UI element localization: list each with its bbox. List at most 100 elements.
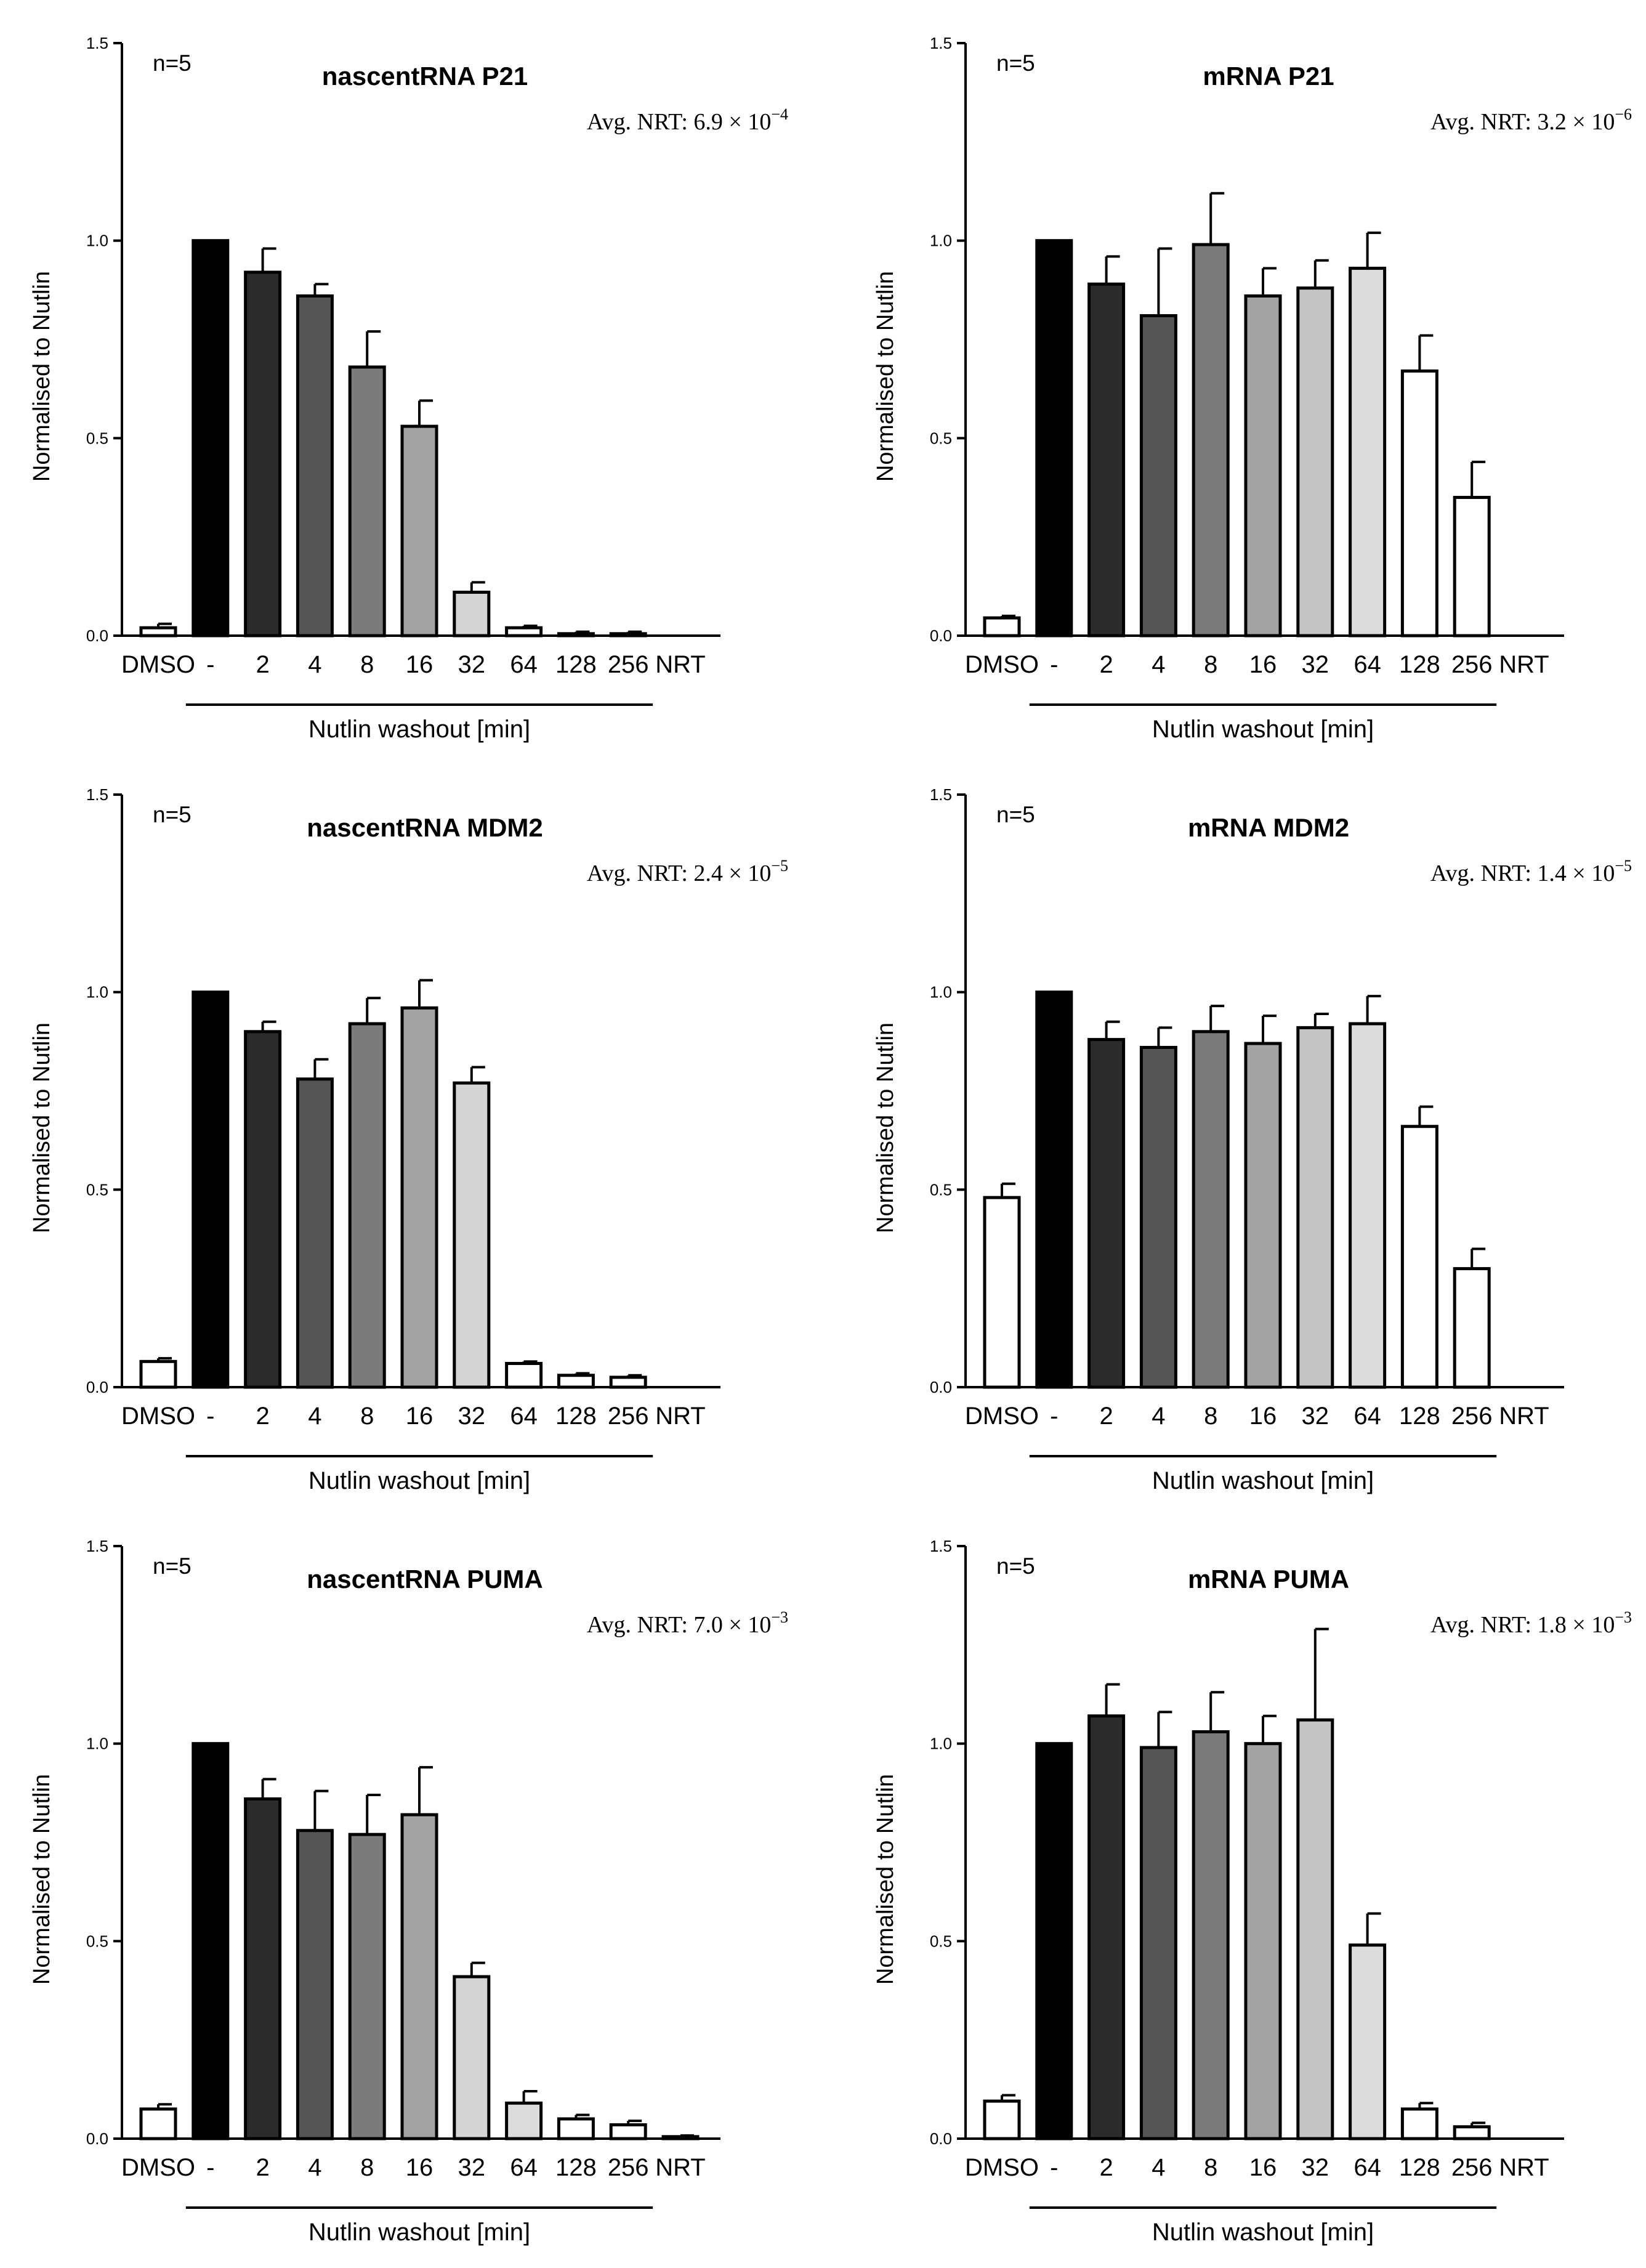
bar-NRT xyxy=(661,2135,700,2140)
x-tick-label: - xyxy=(1050,1403,1058,1430)
x-tick-label: DMSO xyxy=(965,651,1039,678)
x-tick-label: 8 xyxy=(360,651,374,678)
bar-2 xyxy=(244,270,282,638)
chart-nascent-p21: 0.0 0.5 1.0 1.5 Normalised to Nutlin n=5 nasce… xyxy=(0,0,819,745)
y-tick-label: 1.5 xyxy=(930,1537,952,1555)
y-tick-label: 1.0 xyxy=(86,983,108,1002)
bar-- xyxy=(192,1742,230,2140)
x-tick-label: - xyxy=(206,2154,214,2181)
chart-title: mRNA PUMA xyxy=(1188,1565,1349,1594)
avg-nrt-label: Avg. NRT: 7.0 × 10−3 xyxy=(587,1608,788,1638)
avg-nrt-exponent: −5 xyxy=(1615,857,1632,875)
bar-4 xyxy=(296,1829,334,2140)
bar-16 xyxy=(400,1813,438,2140)
y-tick-label: 1.5 xyxy=(86,34,108,52)
avg-nrt-label: Avg. NRT: 6.9 × 10−4 xyxy=(587,105,788,135)
x-tick-label: 8 xyxy=(1204,651,1217,678)
avg-nrt-label: Avg. NRT: 1.8 × 10−3 xyxy=(1430,1608,1632,1638)
x-tick-label: 64 xyxy=(1354,1403,1381,1430)
y-tick-label: 1.0 xyxy=(930,1735,952,1753)
bar-128 xyxy=(557,1374,595,1389)
x-tick-label: DMSO xyxy=(121,651,195,678)
avg-nrt-label: Avg. NRT: 2.4 × 10−5 xyxy=(587,857,788,886)
x-tick-label: 16 xyxy=(406,651,434,678)
y-tick-label: 1.5 xyxy=(86,1537,108,1555)
bar-128 xyxy=(557,632,595,638)
bar-32 xyxy=(1296,1718,1334,2140)
bar-2 xyxy=(244,1797,282,2140)
x-tick-label: - xyxy=(1050,2154,1058,2181)
n-label: n=5 xyxy=(153,51,192,76)
y-tick-label: 0.0 xyxy=(86,1378,108,1396)
y-tick-label: 0.0 xyxy=(930,626,952,645)
y-axis-label: Normalised to Nutlin xyxy=(873,1774,898,1985)
bar-64 xyxy=(505,2101,543,2140)
x-tick-label: DMSO xyxy=(121,2154,195,2181)
bar-8 xyxy=(1192,1730,1230,2140)
y-tick-label: 0.0 xyxy=(930,1378,952,1396)
chart-mrna-mdm2: 0.0 0.5 1.0 1.5 Normalised to Nutlin n=5 mRNA … xyxy=(844,751,1646,1497)
chart-nascent-mdm2: 0.0 0.5 1.0 1.5 Normalised to Nutlin n=5 nasce… xyxy=(0,751,819,1497)
x-tick-label: 16 xyxy=(406,1403,434,1430)
bar-8 xyxy=(1192,243,1230,638)
avg-nrt-exponent: −3 xyxy=(771,1608,788,1626)
bar-2 xyxy=(244,1030,282,1389)
bar-- xyxy=(1035,239,1073,638)
y-tick-label: 0.5 xyxy=(86,1932,108,1950)
bar-128 xyxy=(1400,369,1438,638)
chart-title: nascentRNA PUMA xyxy=(307,1565,543,1594)
x-tick-label: 64 xyxy=(510,651,538,678)
bar-16 xyxy=(1244,1042,1282,1389)
bar-2 xyxy=(1087,1714,1126,2140)
bar-32 xyxy=(1296,286,1334,638)
x-tick-label: 8 xyxy=(1204,2154,1217,2181)
chart-svg-nascent-p21: 0.0 0.5 1.0 1.5 Normalised to Nutlin n=5 nasce… xyxy=(29,34,788,743)
bar-DMSO xyxy=(983,1196,1021,1389)
y-axis-label: Normalised to Nutlin xyxy=(873,1023,898,1233)
x-tick-label: 64 xyxy=(510,1403,538,1430)
bar-32 xyxy=(1296,1026,1334,1389)
bar-DMSO xyxy=(139,1359,177,1389)
x-axis-label: Nutlin washout [min] xyxy=(309,716,530,743)
x-tick-label: 32 xyxy=(458,2154,486,2181)
bar-16 xyxy=(400,424,438,638)
bar-4 xyxy=(1139,1746,1177,2140)
n-label: n=5 xyxy=(996,1553,1035,1579)
x-tick-label: 128 xyxy=(555,651,597,678)
avg-nrt-text: Avg. NRT: 1.8 × 10 xyxy=(1430,1612,1615,1638)
bar-256 xyxy=(609,1375,647,1389)
bar-- xyxy=(192,990,230,1389)
y-tick-label: 1.5 xyxy=(930,34,952,52)
y-tick-label: 0.0 xyxy=(86,2129,108,2148)
bar-128 xyxy=(557,2117,595,2140)
x-tick-label: 64 xyxy=(1354,651,1381,678)
bar-64 xyxy=(1349,1022,1387,1389)
avg-nrt-text: Avg. NRT: 1.4 × 10 xyxy=(1430,861,1615,886)
x-tick-label: DMSO xyxy=(965,1403,1039,1430)
bar-256 xyxy=(1453,2125,1491,2140)
y-tick-label: 0.5 xyxy=(930,429,952,447)
avg-nrt-exponent: −5 xyxy=(771,857,788,875)
y-axis-label: Normalised to Nutlin xyxy=(29,1774,55,1985)
chart-svg-nascent-puma: 0.0 0.5 1.0 1.5 Normalised to Nutlin n=5 nasce… xyxy=(29,1537,788,2246)
x-tick-label: NRT xyxy=(1499,2154,1549,2181)
x-tick-label: 8 xyxy=(360,2154,374,2181)
bar-- xyxy=(1035,990,1073,1389)
y-tick-label: 0.5 xyxy=(930,1932,952,1950)
x-tick-label: 256 xyxy=(1451,2154,1493,2181)
avg-nrt-text: Avg. NRT: 2.4 × 10 xyxy=(587,861,771,886)
bar-2 xyxy=(1087,1038,1126,1389)
x-tick-label: 8 xyxy=(360,1403,374,1430)
x-tick-label: 128 xyxy=(555,1403,597,1430)
avg-nrt-exponent: −4 xyxy=(771,105,788,123)
x-tick-label: 4 xyxy=(308,2154,321,2181)
x-axis-label: Nutlin washout [min] xyxy=(309,1467,530,1494)
x-tick-label: 256 xyxy=(608,2154,649,2181)
bar-DMSO xyxy=(983,616,1021,638)
x-tick-label: 16 xyxy=(406,2154,434,2181)
y-tick-label: 1.5 xyxy=(930,785,952,804)
x-tick-label: 32 xyxy=(1302,1403,1329,1430)
x-tick-label: 64 xyxy=(1354,2154,1381,2181)
x-tick-label: 32 xyxy=(1302,651,1329,678)
